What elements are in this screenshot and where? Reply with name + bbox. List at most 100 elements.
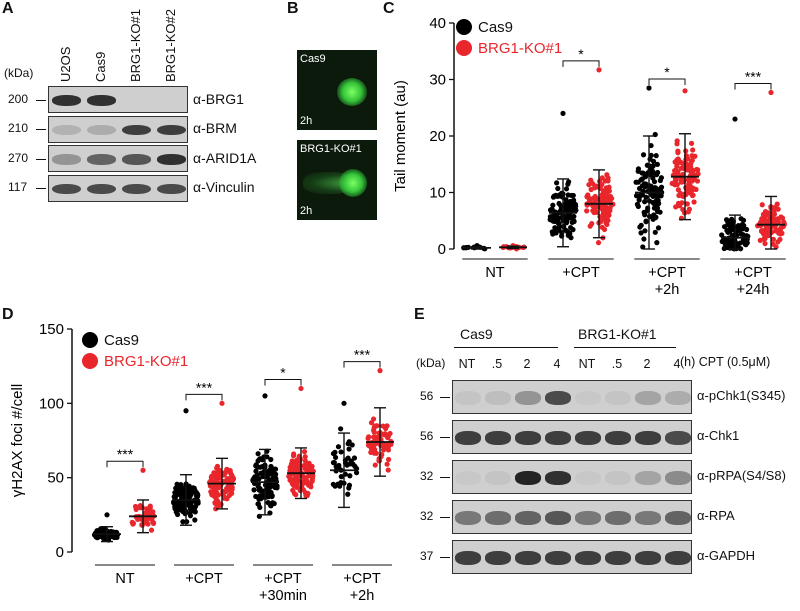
data-point [573,203,579,209]
data-point [657,177,663,184]
data-point [385,456,392,463]
data-point [377,368,383,374]
data-point [680,207,686,213]
protein-band [515,551,541,565]
data-point [384,461,390,467]
protein-band [455,511,481,525]
data-point [586,182,592,188]
data-point [738,231,744,237]
protein-band [545,511,571,525]
protein-band [545,471,571,485]
mw-tick [36,129,46,130]
data-point [273,471,279,477]
data-point [584,208,590,214]
data-point [566,179,572,185]
panel-a-label: A [2,0,14,17]
category-label: +30min [259,588,307,604]
data-point [638,222,644,228]
protein-band [515,431,541,445]
group-label-brg1-ko: BRG1-KO#1 [578,326,657,342]
significance-bracket [264,378,302,386]
data-point [591,206,597,212]
data-point [332,483,338,489]
data-point [584,193,590,200]
data-point [654,240,660,246]
significance-bracket [185,393,223,401]
category-label: +CPT [648,265,686,281]
mw-tick [440,397,450,398]
data-point [675,150,681,156]
protein-band [455,551,481,565]
data-point [256,487,262,493]
data-point [738,216,744,222]
significance-bracket [648,78,686,85]
protein-band [635,511,661,525]
data-point [573,207,579,213]
protein-band [86,124,117,136]
data-point [607,193,614,200]
data-point [298,385,304,392]
data-point [642,199,648,205]
data-point [686,206,692,212]
data-point [761,236,767,242]
data-point [257,504,263,511]
data-point [294,475,300,481]
y-tick-label: 150 [39,321,64,338]
blot-strip [452,380,692,414]
data-point [654,197,660,203]
data-point [150,520,157,526]
data-point [684,156,691,162]
protein-band [605,391,631,405]
data-point [678,177,684,183]
protein-band [156,124,187,136]
y-tick-label: 50 [47,470,64,487]
protein-band [575,431,601,445]
protein-band [515,391,541,405]
data-point [571,218,577,225]
data-point [743,226,750,233]
data-point [271,500,277,507]
data-point [229,472,235,478]
panel-e-label: E [414,306,425,323]
category-label: +24h [737,282,770,298]
data-point [189,505,196,511]
blot-strip [452,500,692,534]
molecular-weight-marker: 56 [420,389,434,403]
comet-image-brg1-ko-time: 2h [300,205,313,217]
protein-band [545,431,571,445]
data-point [636,197,642,203]
data-point [274,483,280,489]
data-point [688,158,694,164]
treatment-label: (h) CPT (0.5μM) [680,355,771,369]
legend-marker [82,332,98,348]
data-point [255,451,261,457]
category-label: +CPT [562,265,600,281]
data-point [643,219,649,225]
group-label-cas9: Cas9 [460,326,493,342]
molecular-weight-marker: 37 [420,549,434,563]
data-point [368,420,375,426]
data-point [188,491,194,498]
timepoint-label: 4 [553,357,561,371]
y-tick-label: 40 [429,15,446,32]
data-point [688,164,694,170]
blot-strip [48,86,188,113]
data-point [214,463,221,469]
protein-band [156,154,187,165]
data-point [172,494,179,500]
data-point [258,470,264,476]
comet-image-cas9: Cas9 2h [297,50,377,130]
data-point [350,461,356,467]
data-point [347,473,353,479]
data-point [650,199,656,206]
data-point [633,179,639,185]
data-point [650,170,656,176]
data-point [255,458,261,464]
data-point [262,393,268,399]
significance-label: * [664,64,670,80]
data-point [371,429,377,435]
y-tick-label: 30 [429,72,446,89]
protein-band [635,431,661,445]
data-point [335,444,342,450]
data-point [603,206,610,212]
